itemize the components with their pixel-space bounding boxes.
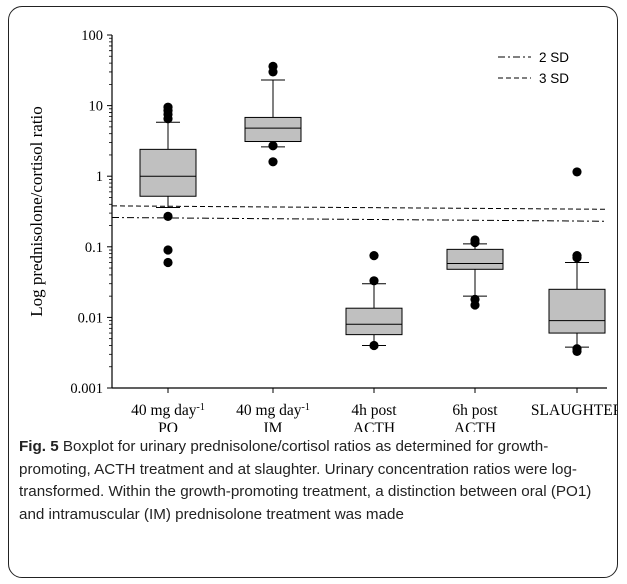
outlier-point [369, 276, 379, 286]
outlier-point [470, 294, 480, 304]
y-tick-label: 10 [89, 99, 104, 115]
y-tick-label: 1 [96, 169, 103, 185]
outlier-point [369, 251, 379, 261]
legend-label: 2 SD [539, 50, 569, 65]
x-tick-label-line1: 40 mg day-1 [131, 402, 205, 420]
caption-text: Boxplot for urinary prednisolone/cortiso… [19, 438, 592, 523]
outlier-point [572, 167, 582, 177]
y-tick-label: 0.001 [70, 381, 103, 397]
x-tick-label-line2: ACTH [353, 420, 395, 432]
outlier-point [163, 257, 173, 268]
outlier-point [369, 340, 379, 351]
x-tick-label-line1: 6h post [452, 402, 498, 419]
outlier-point [163, 245, 173, 255]
boxplot-chart: 0.001 0.01 0.1 1 10 100 Log prednisolone/corti… [27, 28, 618, 432]
x-tick-label-sup: -1 [197, 402, 205, 413]
reference-line-3-sd [111, 205, 608, 210]
y-tick-label: 0.1 [85, 240, 103, 256]
legend-label: 3 SD [539, 71, 569, 86]
x-tick-label-line1: 40 mg day-1 [236, 402, 310, 420]
outlier-point [572, 251, 582, 261]
reference-line-2-sd [111, 217, 608, 222]
outlier-point [163, 102, 173, 112]
y-tick-label: 100 [81, 28, 103, 44]
box [345, 307, 403, 336]
x-tick-label-line1: 4h post [351, 402, 397, 419]
box [139, 148, 197, 197]
outlier-point [470, 235, 480, 245]
figure-label: Fig. 5 [19, 438, 59, 455]
y-axis-label: Log prednisolone/cortisol ratio [27, 106, 46, 317]
outlier-point [572, 344, 582, 354]
figure-frame: 0.001 0.01 0.1 1 10 100 Log prednisolone/corti… [8, 6, 618, 578]
y-tick-label: 0.01 [78, 310, 103, 326]
x-tick-label-sup: -1 [302, 402, 310, 413]
x-tick-label-line1: SLAUGHTER [531, 402, 618, 419]
outlier-point [268, 157, 278, 167]
box [548, 288, 606, 334]
box [446, 248, 504, 270]
figure-caption: Fig. 5 Boxplot for urinary prednisolone/… [19, 436, 607, 526]
outlier-point [163, 211, 173, 221]
x-tick-label-line2: ACTH [454, 420, 496, 432]
outlier-point [268, 141, 278, 151]
box [244, 116, 302, 143]
outlier-point [268, 61, 278, 71]
x-tick-label-line2: IM [264, 420, 283, 432]
x-tick-label-line2: PO [158, 420, 178, 432]
